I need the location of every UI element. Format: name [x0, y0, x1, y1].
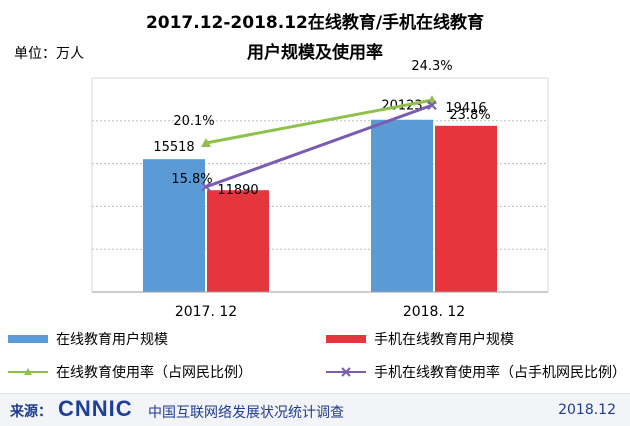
legend-swatch-online-rate: [8, 368, 48, 375]
bar-online-users: [371, 119, 433, 292]
data-label-mobile-rate: 23.8%: [449, 108, 490, 123]
data-label-mobile-rate: 15.8%: [171, 172, 212, 187]
chart-title-line2: 用户规模及使用率: [247, 43, 383, 63]
footer-date: 2018.12: [558, 402, 616, 418]
footer-bar: [0, 393, 630, 426]
legend-online-rate: 在线教育使用率（占网民比例）: [8, 363, 252, 381]
legend-label-mobile-rate: 手机在线教育使用率（占手机网民比例）: [374, 365, 626, 381]
marker-mobile-rate: [201, 182, 211, 192]
source-label: 来源：: [10, 404, 52, 420]
data-label-online-rate: 20.1%: [173, 114, 214, 129]
data-label-online-rate: 24.3%: [411, 59, 452, 74]
legend-mobile-rate: 手机在线教育使用率（占手机网民比例）: [326, 363, 626, 381]
legend-swatch-online-users: [8, 335, 48, 343]
data-label-online-users: 15518: [153, 140, 194, 155]
legend-mobile-users: 手机在线教育用户规模: [326, 330, 514, 348]
organization-name: 中国互联网络发展状况统计调查: [148, 405, 344, 421]
data-label-mobile-users: 11890: [217, 183, 258, 198]
legend-label-online-rate: 在线教育使用率（占网民比例）: [56, 365, 252, 381]
legend-swatch-mobile-users: [326, 335, 366, 343]
line-mobile-rate: [205, 103, 433, 189]
bar-mobile-users: [207, 190, 269, 292]
data-label-mobile-users: 19416: [445, 101, 486, 116]
legend-online-users: 在线教育用户规模: [8, 330, 168, 348]
marker-mobile-rate: [427, 100, 437, 110]
bar-online-users: [143, 159, 205, 292]
unit-label: 单位：万人: [14, 46, 84, 62]
line-online-rate: [205, 98, 433, 145]
legend-swatch-mobile-rate: [326, 367, 366, 377]
legend-label-online-users: 在线教育用户规模: [56, 332, 168, 348]
chart-title-line1: 2017.12-2018.12在线教育/手机在线教育: [145, 13, 485, 33]
legend-label-mobile-users: 手机在线教育用户规模: [374, 332, 514, 348]
bar-mobile-users: [435, 125, 497, 292]
marker-online-rate: [201, 137, 211, 147]
x-tick-label: 2018. 12: [403, 304, 465, 320]
cnnic-logo: CNNIC: [58, 396, 133, 421]
x-tick-label: 2017. 12: [175, 304, 237, 320]
